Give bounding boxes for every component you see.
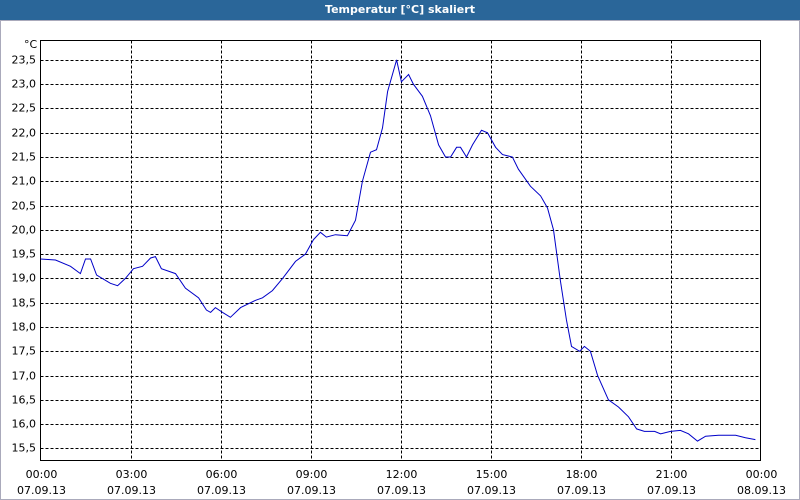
y-tick-label: 18,0 (12, 321, 37, 334)
chart-title: Temperatur [°C] skaliert (325, 3, 475, 16)
y-tick-label: 16,0 (12, 418, 37, 431)
y-tick-label: 16,5 (12, 394, 37, 407)
y-tick-label: 15,5 (12, 442, 37, 455)
x-tick-label: 03:00 (116, 468, 148, 481)
y-tick-label: 21,0 (12, 175, 37, 188)
x-tick-date: 07.09.13 (287, 484, 336, 497)
y-tick-label: 21,5 (12, 151, 37, 164)
y-tick-label: 23,0 (12, 78, 37, 91)
x-tick-date: 07.09.13 (467, 484, 516, 497)
x-tick-label: 18:00 (566, 468, 598, 481)
x-tick-date: 07.09.13 (377, 484, 426, 497)
x-tick-label: 21:00 (656, 468, 688, 481)
y-tick-label: 20,0 (12, 224, 37, 237)
plot-frame (40, 40, 761, 461)
x-tick-date: 08.09.13 (737, 484, 786, 497)
y-tick-label: 18,5 (12, 297, 37, 310)
x-tick-date: 07.09.13 (17, 484, 66, 497)
y-tick-label: 19,5 (12, 248, 37, 261)
x-tick-date: 07.09.13 (647, 484, 696, 497)
y-unit: °C (24, 38, 38, 51)
y-tick-label: 19,0 (12, 272, 37, 285)
y-tick-label: 23,5 (12, 54, 37, 67)
title-bar (0, 0, 800, 20)
x-tick-label: 00:00 (746, 468, 778, 481)
x-tick-date: 07.09.13 (557, 484, 606, 497)
y-tick-label: 22,0 (12, 127, 37, 140)
x-tick-date: 07.09.13 (197, 484, 246, 497)
y-tick-label: 17,5 (12, 345, 37, 358)
x-tick-label: 12:00 (386, 468, 418, 481)
y-tick-label: 17,0 (12, 370, 37, 383)
x-tick-label: 09:00 (296, 468, 328, 481)
x-tick-label: 06:00 (206, 468, 238, 481)
temperature-line (40, 59, 756, 442)
x-tick-date: 07.09.13 (107, 484, 156, 497)
x-tick-label: 15:00 (476, 468, 508, 481)
y-tick-label: 20,5 (12, 200, 37, 213)
x-tick-label: 00:00 (26, 468, 58, 481)
y-tick-label: 22,5 (12, 102, 37, 115)
